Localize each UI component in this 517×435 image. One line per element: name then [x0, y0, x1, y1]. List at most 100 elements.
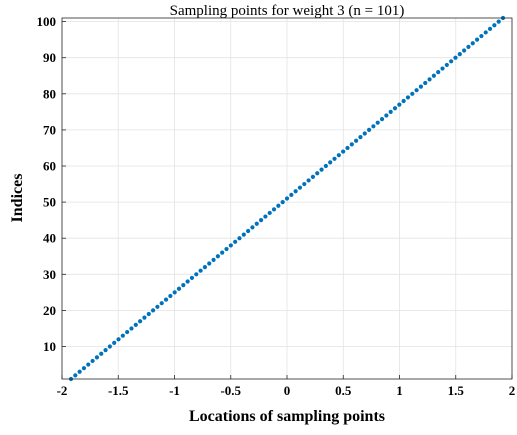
- sampling-point: [125, 329, 130, 335]
- sampling-point: [103, 348, 108, 353]
- x-tick-label: -2: [57, 383, 68, 398]
- chart-title: Sampling points for weight 3 (n = 101): [170, 3, 405, 19]
- sampling-point: [215, 254, 220, 259]
- sampling-point: [73, 373, 78, 378]
- sampling-point: [224, 246, 229, 252]
- sampling-point: [436, 70, 441, 75]
- sampling-point: [319, 167, 324, 172]
- sampling-point: [94, 355, 100, 360]
- sampling-point: [444, 62, 449, 68]
- x-tick-label: 0: [284, 383, 291, 398]
- sampling-point: [146, 311, 151, 317]
- sampling-point: [474, 37, 480, 42]
- x-tick-label: 1.5: [448, 383, 465, 398]
- sampling-point: [163, 297, 169, 302]
- x-tick-label: -1: [169, 383, 180, 398]
- sampling-point: [366, 127, 372, 133]
- sampling-point: [306, 178, 311, 183]
- sampling-point: [81, 366, 87, 371]
- sampling-point: [354, 138, 359, 143]
- sampling-point: [142, 315, 147, 320]
- y-tick-label: 90: [43, 50, 56, 65]
- sampling-point: [202, 264, 208, 270]
- sampling-point: [302, 181, 307, 187]
- sampling-point: [375, 120, 380, 125]
- sampling-point: [172, 290, 177, 295]
- sampling-point: [483, 30, 488, 35]
- sampling-point: [293, 189, 298, 194]
- sampling-point: [470, 41, 475, 46]
- sampling-point: [159, 301, 164, 306]
- plot-frame: [61, 17, 513, 380]
- sampling-point: [280, 200, 285, 205]
- sampling-point: [211, 257, 216, 262]
- sampling-point: [120, 333, 125, 338]
- sampling-point: [328, 160, 333, 165]
- sampling-point: [440, 66, 445, 71]
- sampling-point: [112, 340, 117, 345]
- sampling-point: [198, 268, 203, 273]
- sampling-point: [263, 214, 268, 219]
- sampling-point: [492, 23, 497, 28]
- sampling-point: [220, 250, 225, 255]
- sampling-point: [379, 116, 385, 122]
- sampling-point: [414, 88, 419, 93]
- x-axis-label: Locations of sampling points: [189, 408, 385, 425]
- y-tick-label: 100: [37, 14, 57, 29]
- sampling-point: [449, 59, 454, 64]
- sampling-point: [384, 113, 389, 118]
- sampling-point: [371, 124, 376, 129]
- y-tick-label: 20: [43, 303, 56, 318]
- sampling-point: [410, 91, 415, 96]
- sampling-point: [250, 225, 255, 230]
- sampling-point: [258, 218, 264, 223]
- sampling-point: [228, 243, 233, 248]
- sampling-point: [233, 239, 238, 244]
- sampling-point: [479, 33, 484, 39]
- x-tick-label: 2: [509, 383, 516, 398]
- sampling-point: [185, 279, 190, 284]
- y-tick-label: 60: [43, 159, 56, 174]
- sampling-point: [323, 163, 328, 169]
- sampling-point: [237, 236, 242, 241]
- y-tick-label: 40: [43, 231, 56, 246]
- y-tick-label: 50: [43, 195, 56, 210]
- sampling-point: [194, 272, 199, 277]
- sampling-point: [297, 185, 303, 190]
- sampling-point: [358, 135, 363, 140]
- sampling-point: [276, 203, 281, 208]
- x-tick-label: -0.5: [220, 383, 241, 398]
- sampling-point: [315, 171, 320, 176]
- sampling-point: [241, 232, 246, 237]
- sampling-point: [418, 84, 424, 89]
- sampling-point: [332, 156, 337, 161]
- sampling-point: [457, 52, 462, 57]
- sampling-point: [341, 149, 346, 154]
- sampling-point: [349, 142, 354, 147]
- sampling-point: [267, 210, 272, 216]
- sampling-point: [336, 153, 341, 158]
- sampling-point: [310, 174, 316, 179]
- sampling-point: [99, 351, 104, 356]
- sampling-point: [254, 221, 259, 226]
- y-tick-label: 10: [43, 339, 56, 354]
- sampling-point: [181, 283, 186, 288]
- sampling-point: [168, 293, 173, 299]
- sampling-point: [90, 358, 95, 364]
- sampling-point: [155, 304, 160, 309]
- ticks-layer: -2 -1.5 -1 -0.5 0 0.5 1 1.5 2 10 20 30 40 50 60 70 80 90 1…: [37, 14, 516, 398]
- sampling-point: [362, 131, 367, 136]
- sampling-point: [388, 109, 393, 114]
- sampling-point: [401, 98, 406, 104]
- sampling-point: [129, 326, 134, 331]
- sampling-point: [246, 228, 251, 234]
- x-tick-label: -1.5: [108, 383, 129, 398]
- sampling-point: [487, 26, 493, 31]
- sampling-point: [189, 275, 195, 281]
- sampling-point: [176, 286, 182, 291]
- x-tick-label: 1: [396, 383, 403, 398]
- sampling-point: [345, 145, 350, 151]
- sampling-point: [423, 80, 428, 86]
